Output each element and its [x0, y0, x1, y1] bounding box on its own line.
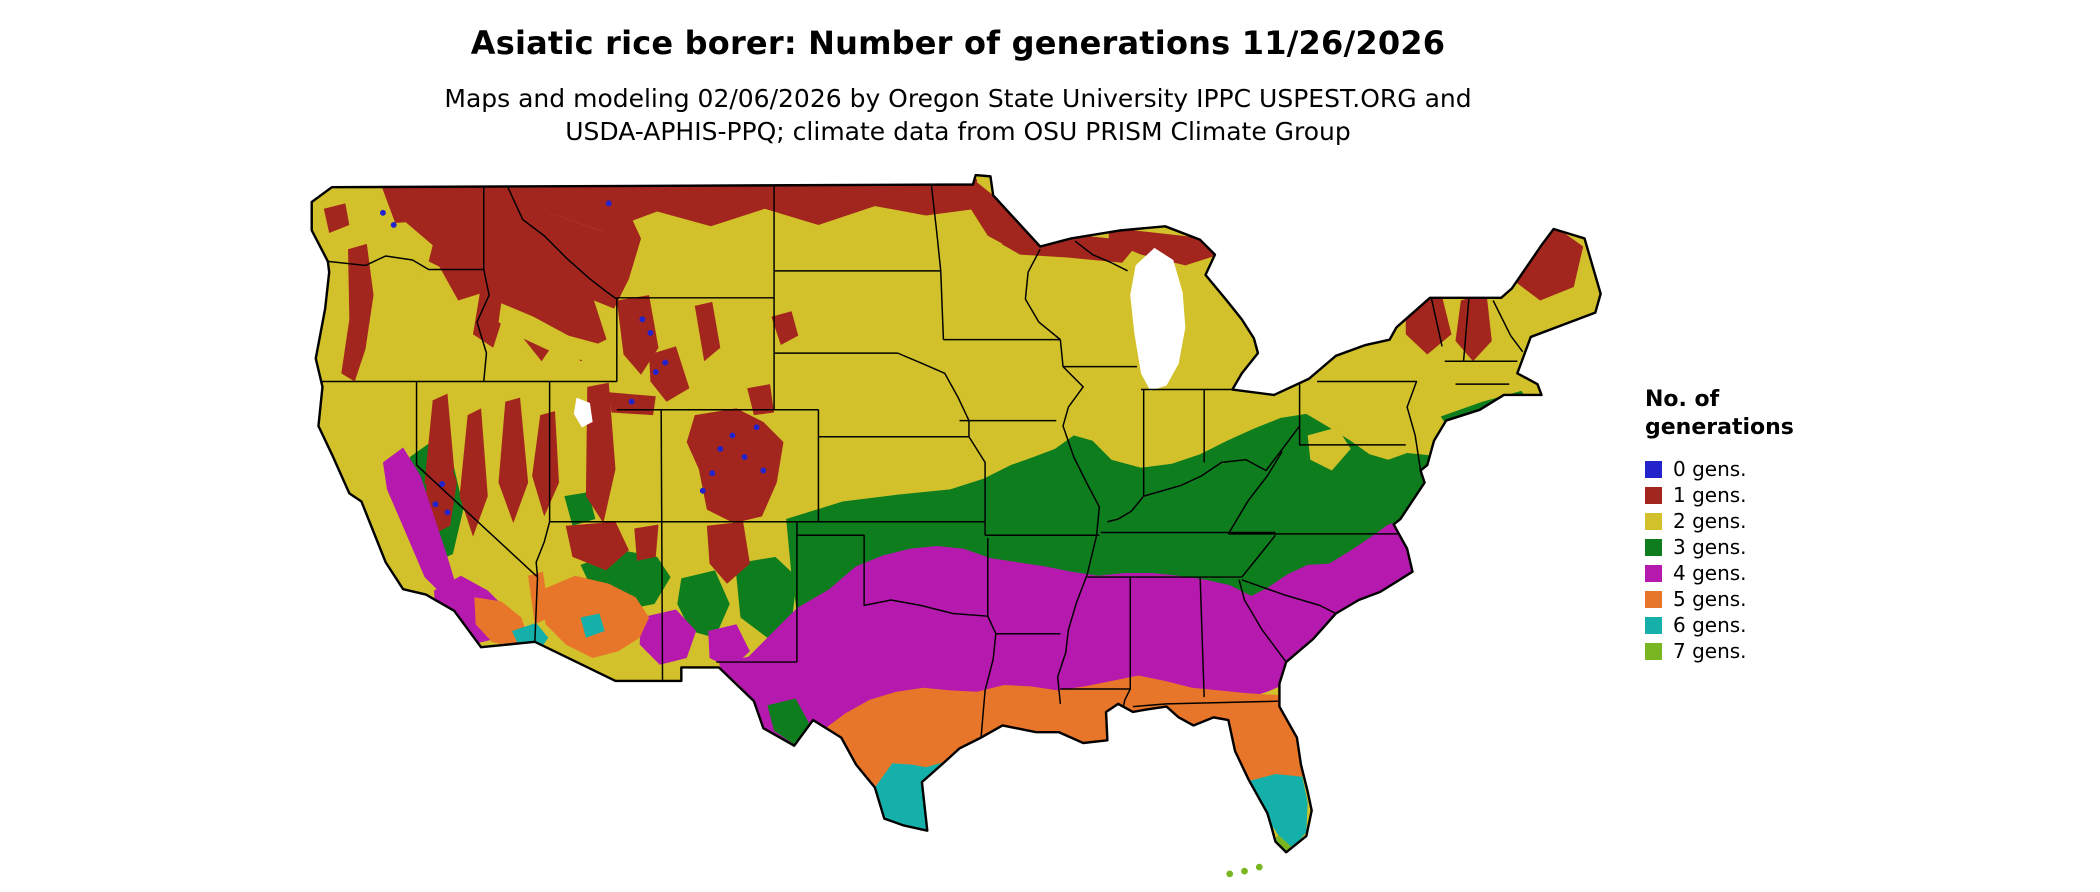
legend-swatch-4-gens — [1645, 564, 1662, 582]
map-regions-2-gens-patches — [365, 222, 1351, 471]
legend-item-4-gens: 4 gens. — [1645, 560, 1865, 586]
legend-item-5-gens: 5 gens. — [1645, 586, 1865, 612]
map-container — [305, 171, 1602, 886]
legend-item-3-gens: 3 gens. — [1645, 534, 1865, 560]
state-borders — [319, 184, 1524, 738]
legend: No. of generations 0 gens. 1 gens. 2 gen… — [1645, 386, 1865, 664]
subtitle: Maps and modeling 02/06/2026 by Oregon S… — [0, 82, 1916, 148]
us-generations-map — [310, 173, 1602, 878]
legend-item-2-gens: 2 gens. — [1645, 508, 1865, 534]
legend-item-7-gens: 7 gens. — [1645, 638, 1865, 664]
legend-label-3-gens: 3 gens. — [1673, 535, 1747, 559]
legend-items: 0 gens. 1 gens. 2 gens. 3 gens. 4 gens. … — [1645, 456, 1865, 664]
legend-item-6-gens: 6 gens. — [1645, 612, 1865, 638]
map-regions-3-gens-overlay — [767, 698, 811, 745]
legend-item-0-gens: 0 gens. — [1645, 456, 1865, 482]
map-regions-7-gens — [915, 827, 1293, 853]
legend-label-0-gens: 0 gens. — [1673, 457, 1747, 481]
legend-item-1-gens: 1 gens. — [1645, 482, 1865, 508]
subtitle-line-2: USDA-APHIS-PPQ; climate data from OSU PR… — [565, 117, 1351, 146]
water-bodies — [573, 247, 1186, 428]
legend-swatch-0-gens — [1645, 460, 1662, 478]
legend-label-7-gens: 7 gens. — [1673, 639, 1747, 663]
map-regions-0-gens — [379, 200, 767, 516]
legend-label-6-gens: 6 gens. — [1673, 613, 1747, 637]
legend-label-2-gens: 2 gens. — [1673, 509, 1747, 533]
lake-michigan — [1130, 247, 1186, 391]
legend-swatch-5-gens — [1645, 590, 1662, 608]
legend-title: No. of generations — [1645, 387, 1794, 440]
great-salt-lake — [573, 397, 593, 428]
florida-keys-dots — [1226, 863, 1263, 878]
legend-swatch-2-gens — [1645, 512, 1662, 530]
legend-swatch-3-gens — [1645, 538, 1662, 556]
legend-swatch-7-gens — [1645, 642, 1662, 660]
legend-label-5-gens: 5 gens. — [1673, 587, 1747, 611]
legend-swatch-6-gens — [1645, 616, 1662, 634]
legend-label-1-gens: 1 gens. — [1673, 483, 1747, 507]
legend-label-4-gens: 4 gens. — [1673, 561, 1747, 585]
subtitle-line-1: Maps and modeling 02/06/2026 by Oregon S… — [444, 84, 1472, 113]
page-title: Asiatic rice borer: Number of generation… — [470, 24, 1446, 62]
legend-swatch-1-gens — [1645, 486, 1662, 504]
